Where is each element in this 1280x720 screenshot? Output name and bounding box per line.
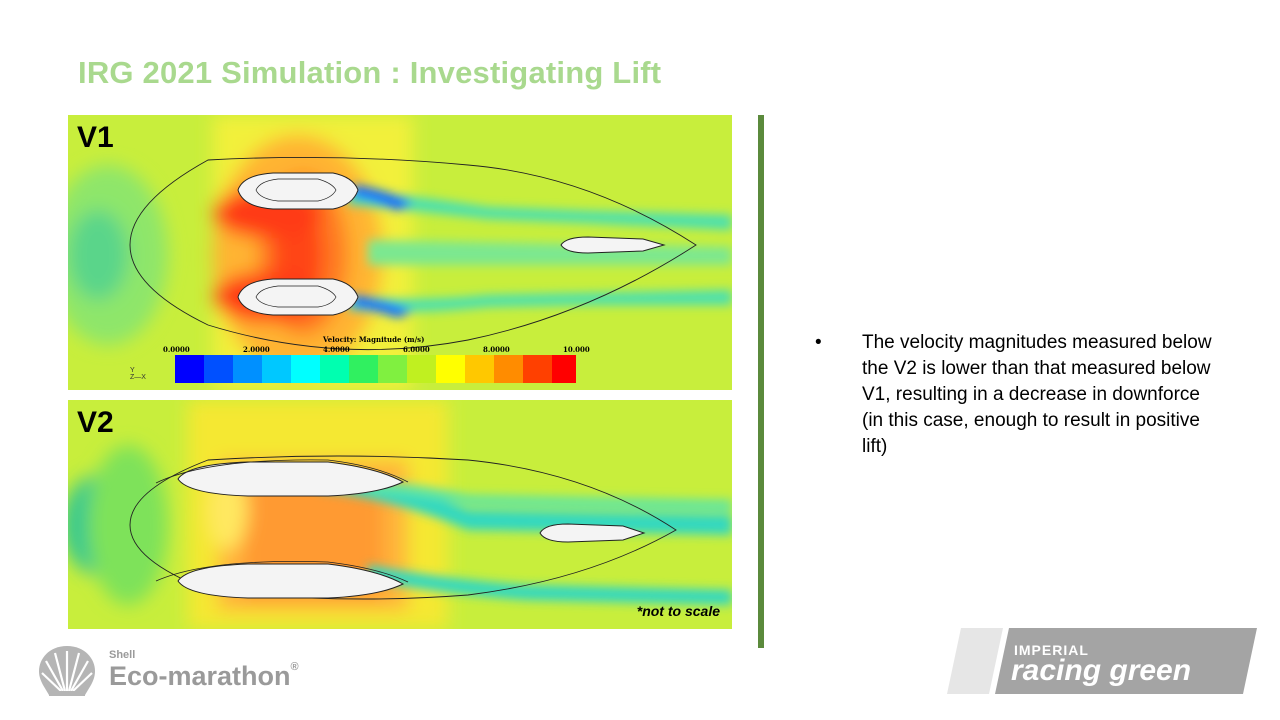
panel-label-v1: V1: [77, 121, 114, 154]
irg-logo-shape: [947, 628, 1257, 694]
legend-tick: 10.000: [563, 345, 590, 354]
shell-pecten-icon: [39, 646, 95, 696]
legend-colorbar: [175, 355, 576, 383]
bullet-text: The velocity magnitudes measured below t…: [862, 332, 1212, 457]
shell-eco-marathon-logo: Shell Eco-marathon®: [35, 643, 335, 703]
registered-mark: ®: [290, 661, 299, 673]
legend-tick: 6.0000: [403, 345, 430, 354]
vertical-divider: [758, 115, 764, 648]
slide-title: IRG 2021 Simulation : Investigating Lift: [78, 55, 662, 90]
legend-title: Velocity: Magnitude (m/s): [323, 335, 425, 344]
shell-wordmark: Shell: [109, 649, 136, 661]
simulation-image-v1: V1 Velocity: Magnitude (m/s) 0.0000 2.00…: [68, 115, 732, 390]
legend-tick: 4.0000: [323, 345, 350, 354]
v2-velocity-field: [68, 400, 732, 629]
bullet-icon: •: [815, 332, 822, 353]
imperial-racing-green-logo: IMPERIAL racing green: [947, 628, 1257, 694]
simulation-image-v2: V2 *not to scale: [68, 400, 732, 629]
eco-marathon-wordmark: Eco-marathon: [109, 661, 291, 691]
irg-imperial-text: IMPERIAL: [1014, 642, 1089, 658]
irg-racing-green-text: racing green: [1011, 654, 1192, 687]
scale-note: *not to scale: [636, 603, 720, 619]
legend-tick: 0.0000: [163, 345, 190, 354]
legend-tick: 2.0000: [243, 345, 270, 354]
axis-triad-icon: Y Z—X: [130, 367, 146, 381]
panel-label-v2: V2: [77, 406, 114, 439]
v1-velocity-field: [68, 115, 732, 390]
legend-tick: 8.0000: [483, 345, 510, 354]
